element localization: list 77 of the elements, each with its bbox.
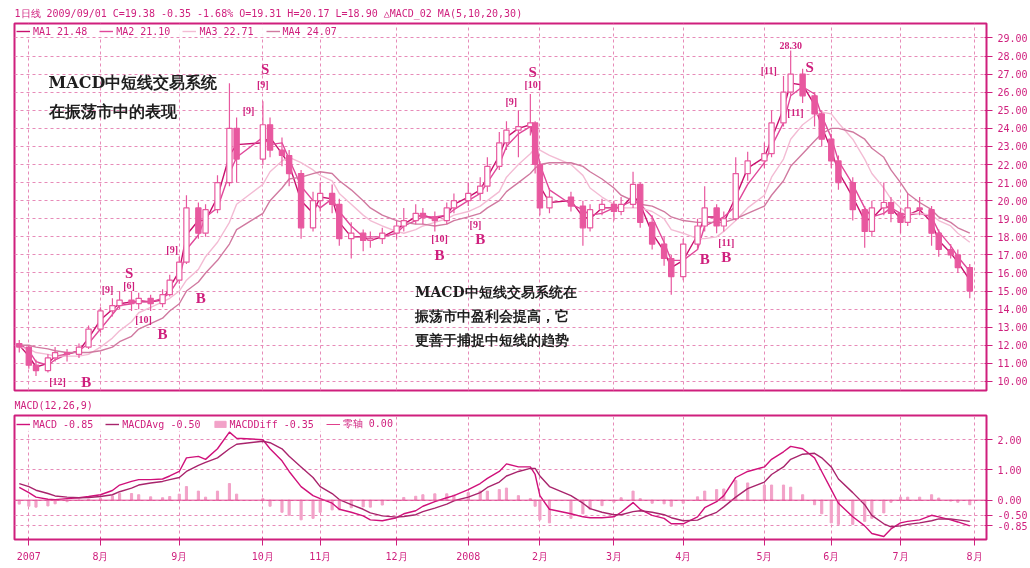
y-tick-label: 19.00 [997,213,1028,225]
y-tick-label: 21.00 [997,177,1028,189]
annotation: [9] [242,104,255,116]
y-tick-label: 23.00 [997,141,1028,153]
y-tick-label: 11.00 [997,358,1028,370]
x-tick-label: 6月 [823,550,840,562]
annotation: B [699,250,710,267]
y-tick-label: -0.50 [997,510,1028,522]
y-tick-label: 26.00 [997,87,1028,99]
y-tick-label: 20.00 [997,195,1028,207]
x-tick-label: 8月 [92,550,109,562]
legend-label: MACDAvg -0.50 [122,418,201,430]
annotation: [12] [49,375,66,387]
annotation: S [805,58,814,75]
x-tick-label: 4月 [675,550,692,562]
legend-label: MACD -0.85 [33,418,94,430]
annotation: S [528,64,537,81]
y-tick-label: 18.00 [997,231,1028,243]
y-tick-label: 15.00 [997,286,1028,298]
annotation: [11] [718,236,735,248]
x-tick-label: 3月 [605,550,622,562]
annotation: B [157,326,168,343]
annotation: [9] [505,95,518,107]
legend-label: MA1 21.48 [33,25,88,37]
chart-title: MACD(12,26,9) [14,399,93,411]
annotation: [11] [760,65,777,77]
annotation: [6] [123,280,135,292]
x-tick-label: 2008 [456,550,481,562]
x-tick-label: 2007 [16,550,41,562]
annotation: [11] [787,106,804,118]
y-tick-label: 12.00 [997,340,1028,352]
y-tick-label: 25.00 [997,105,1028,117]
y-tick-label: 27.00 [997,69,1028,81]
annotation: [10] [135,314,152,326]
legend-label: MA2 21.10 [116,25,171,37]
x-tick-label: 10月 [251,550,274,562]
annotation: MACD中短线交易系统在振荡市中盈利会提高，它更善于捕捉中短线的趋势 [413,284,577,349]
x-tick-label: 12月 [385,550,408,562]
x-tick-label: 9月 [171,550,188,562]
y-tick-label: 0.00 [997,495,1022,507]
annotation: [9] [469,218,482,230]
y-tick-label: 28.00 [997,51,1028,63]
y-tick-label: 16.00 [997,267,1028,279]
y-tick-label: 22.00 [997,159,1028,171]
y-tick-label: 17.00 [997,249,1028,261]
annotation: [9] [101,283,114,295]
legend-label: MA4 24.07 [282,25,337,37]
y-tick-label: -0.85 [997,520,1028,532]
annotation: [10] [431,233,448,245]
annotation: B [81,374,92,391]
y-tick-label: 10.00 [997,376,1028,388]
annotation: B [475,230,486,247]
x-tick-label: 11月 [309,550,332,562]
x-tick-label: 7月 [892,550,909,562]
annotation: S [261,60,270,77]
legend-label: 零轴 0.00 [342,417,393,431]
y-tick-label: 29.00 [997,32,1028,44]
legend-label: MA3 22.71 [199,25,254,37]
x-tick-label: 8月 [966,550,983,562]
annotation: B [195,290,206,307]
y-tick-label: 2.00 [997,434,1022,446]
annotation: [9] [166,244,178,255]
annotation: MACD中短线交易系统在振荡市中的表现 [47,73,219,121]
x-tick-label: 5月 [756,550,773,562]
x-tick-label: 2月 [531,550,548,562]
y-tick-label: 24.00 [997,123,1028,135]
y-tick-label: 14.00 [997,304,1028,316]
annotation: B [721,248,732,265]
legend-label: MACDDiff -0.35 [229,418,314,430]
annotation: [10] [524,79,542,91]
annotation: [9] [257,79,269,91]
chart-title: 1日线 2009/09/01 C=19.38 -0.35 -1.68% O=19.31 H=20.17 L=18.90 △MACD_02 MA(5,10,20,30) [14,7,523,20]
annotation: S [124,264,134,281]
y-tick-label: 13.00 [997,322,1028,334]
annotation: 28.30 [779,39,802,51]
y-tick-label: 1.00 [997,464,1022,476]
annotation: B [434,246,445,263]
